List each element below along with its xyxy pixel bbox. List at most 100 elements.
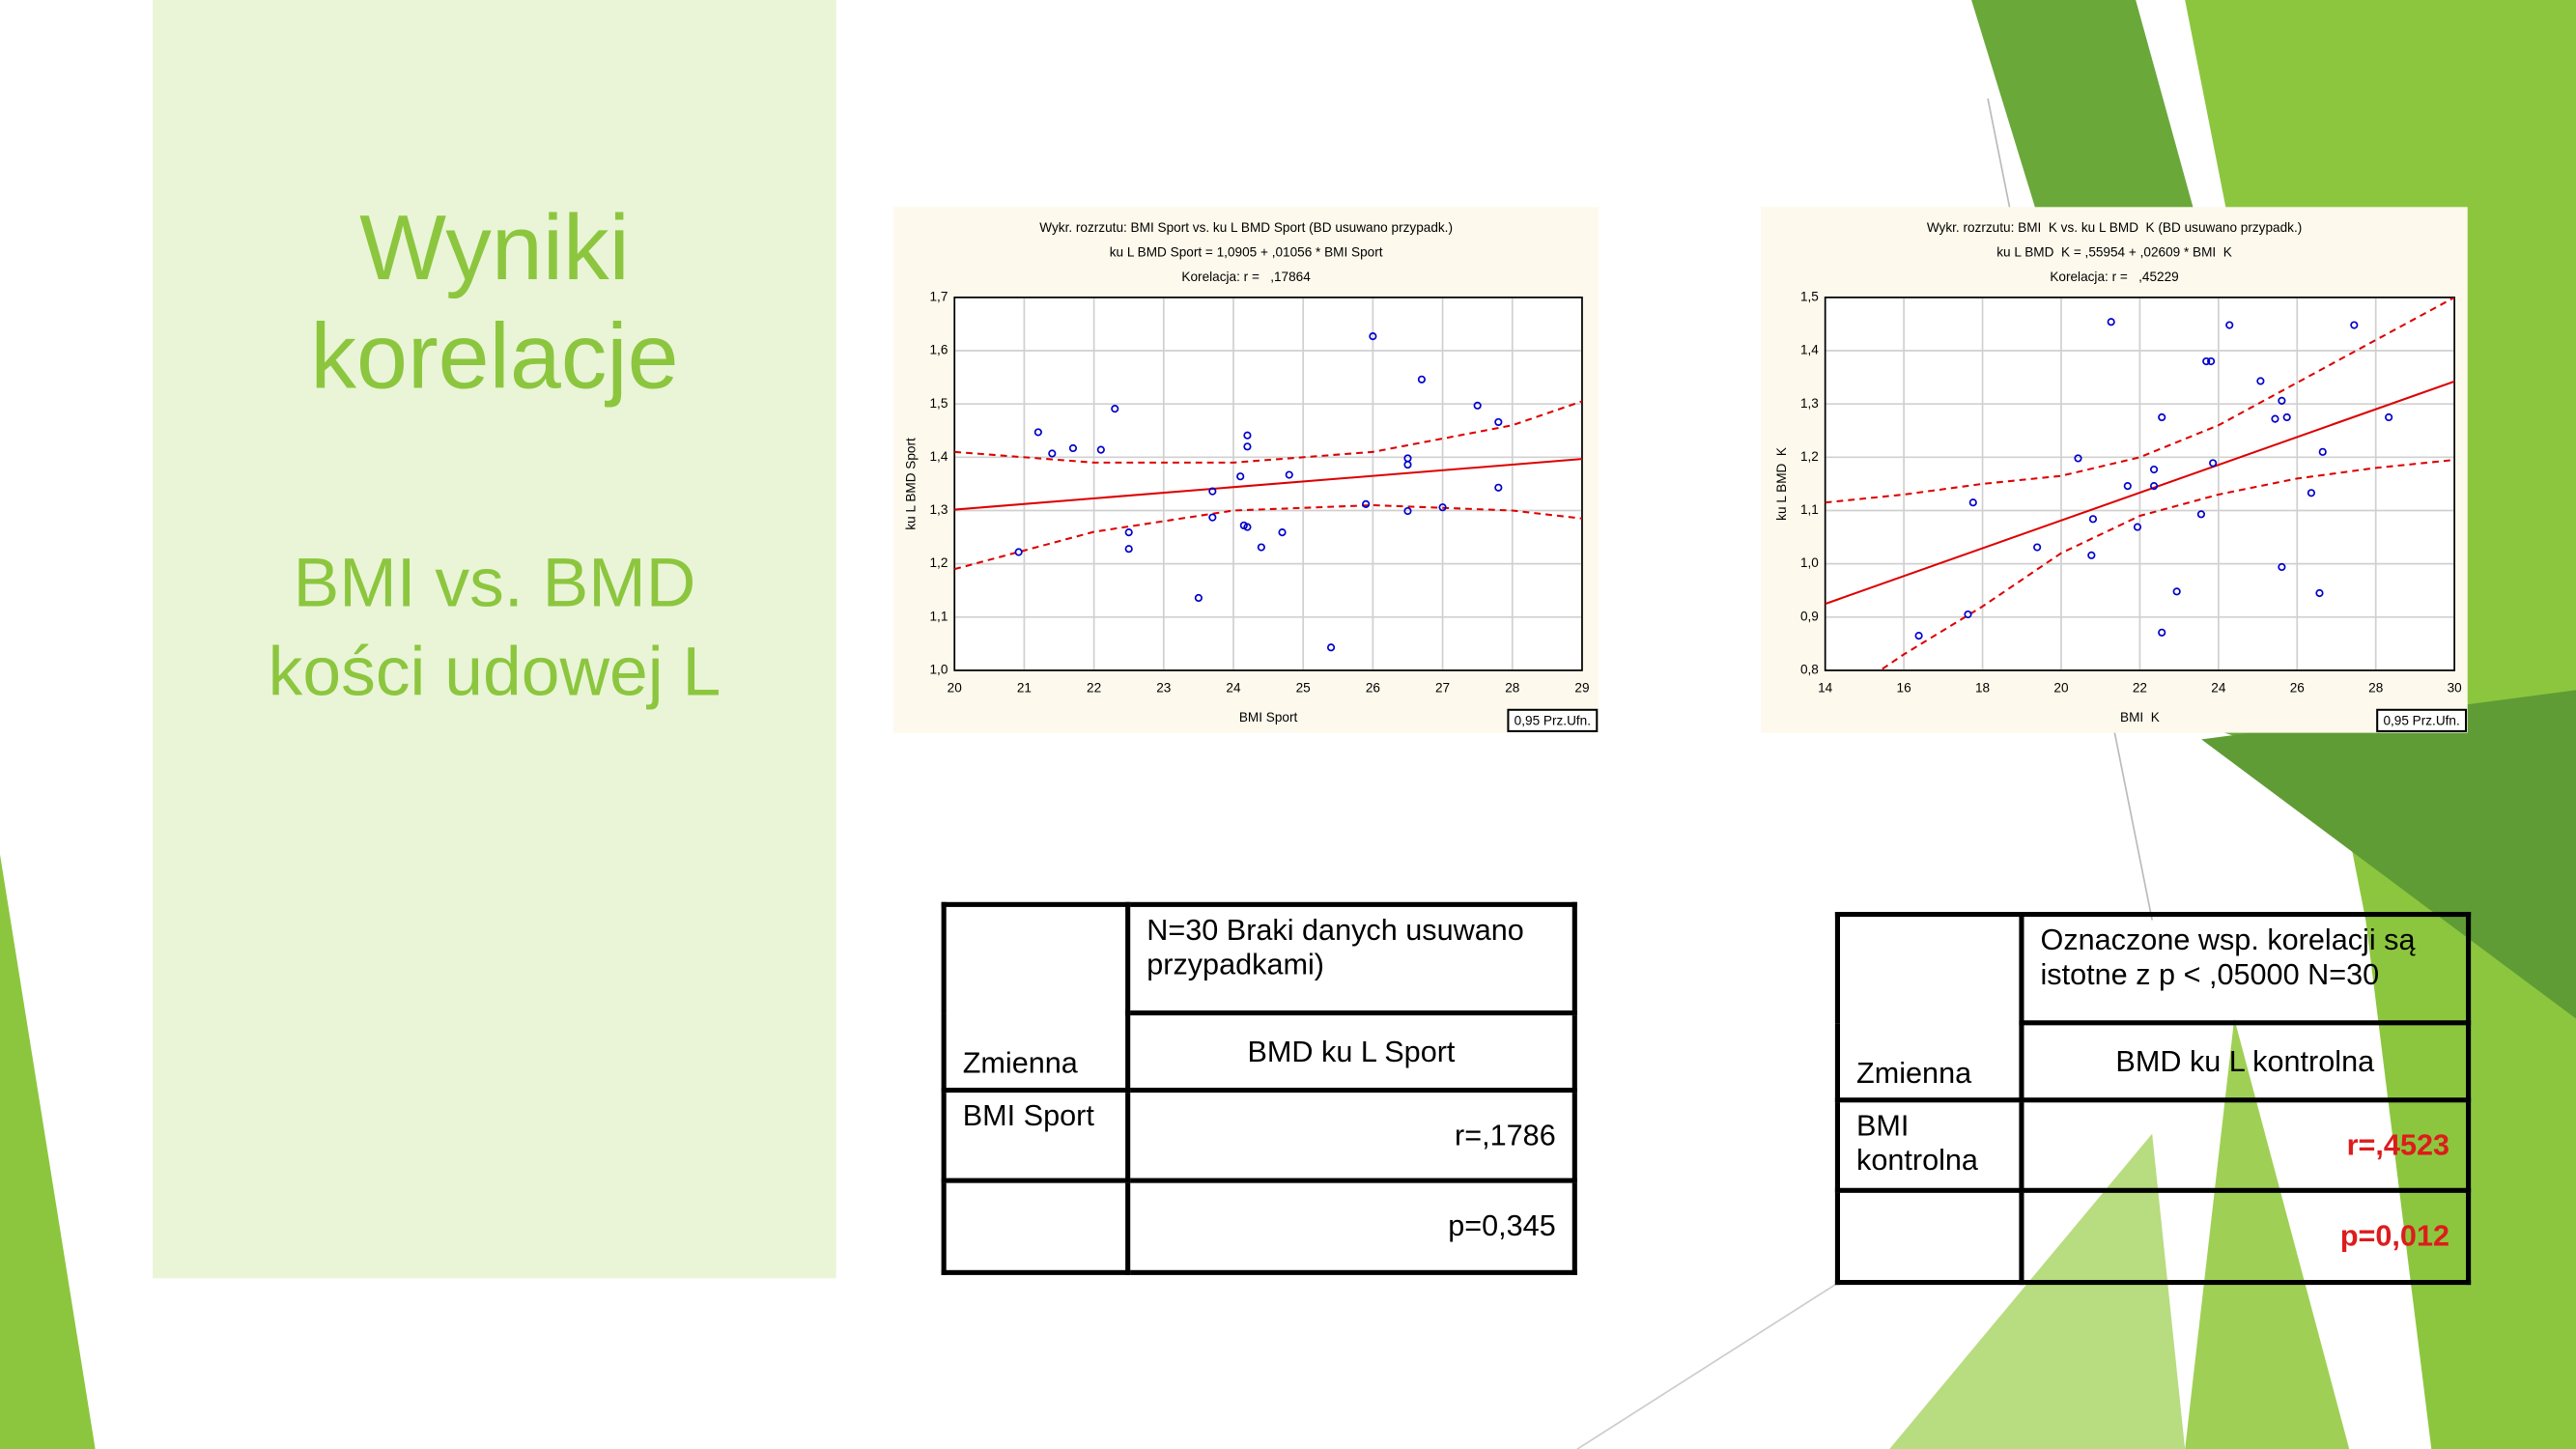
data-point [2107,318,2115,327]
subtitle-line: kości udowej L [268,632,722,710]
data-point [1285,470,1293,479]
y-tick-label: 0,8 [1800,663,1819,677]
data-point [2315,588,2324,598]
data-point [2172,587,2181,596]
data-point [2318,447,2327,456]
data-point [2149,482,2159,491]
data-point [2207,356,2216,366]
x-tick-label: 20 [948,680,963,695]
data-point [2123,482,2132,491]
row-label: BMI kontrolna [1834,1097,2024,1193]
chart-title: Korelacja: r = ,45229 [2050,270,2178,284]
data-point [2149,465,2159,474]
x-tick-label: 16 [1897,680,1911,695]
x-tick-label: 14 [1818,680,1833,695]
x-axis-label: BMI K [2120,710,2160,724]
stats-table: Zmienna Oznaczone wsp. korelacji są istot… [1834,911,2472,1286]
data-point [2196,510,2206,519]
p-cell: p=0,345 [1125,1178,1577,1275]
data-point [2350,321,2359,329]
confidence-band [954,400,1582,464]
data-point [1494,483,1503,492]
x-tick-label: 23 [1156,680,1171,695]
y-tick-label: 1,5 [1800,289,1819,303]
y-tick-label: 1,6 [930,343,948,357]
data-point [2074,454,2082,463]
note-cell: Oznaczone wsp. korelacji są istotne z p … [2019,911,2472,1026]
data-point [1096,445,1105,454]
data-point [1362,499,1371,508]
x-tick-label: 25 [1296,680,1311,695]
data-point [2282,412,2291,422]
row-label: BMI Sport [941,1087,1131,1183]
y-tick-label: 1,2 [1800,449,1819,464]
x-tick-label: 20 [2053,680,2069,695]
data-point [2158,628,2166,637]
x-tick-label: 28 [2368,680,2383,695]
column-header: BMD ku L Sport [1125,1010,1577,1094]
data-point [1068,443,1078,453]
chart-title: Wykr. rozrzutu: BMI K vs. ku L BMD K (BD… [1927,220,2302,235]
y-tick-label: 1,3 [1800,396,1819,411]
data-point [1417,375,1426,384]
slide-title: Wyniki korelacje [153,194,836,412]
data-point [1208,513,1217,522]
note-cell: N=30 Braki danych usuwano przypadkami) [1125,901,1577,1016]
x-tick-label: 24 [2211,680,2226,695]
data-point [2385,412,2393,422]
x-tick-label: 22 [2133,680,2147,695]
legend-label: 0,95 Prz.Ufn. [1514,713,1591,727]
chart-title: Korelacja: r = ,17864 [1181,270,1311,284]
chart-title: Wykr. rozrzutu: BMI Sport vs. ku L BMD S… [1039,220,1453,235]
header-cell: Zmienna [1834,911,2024,1103]
data-point [2202,356,2211,366]
data-point [2088,515,2098,524]
x-tick-label: 22 [1087,680,1101,695]
fit-line [1825,380,2455,606]
x-tick-label: 21 [1017,680,1032,695]
data-point [1494,417,1503,427]
subtitle-line: BMI vs. BMD [293,543,696,621]
data-point [2278,562,2286,572]
x-tick-label: 28 [1505,680,1519,695]
legend-label: 0,95 Prz.Ufn. [2383,713,2459,727]
data-point [1208,487,1217,496]
y-tick-label: 1,5 [930,396,948,411]
y-tick-label: 0,9 [1800,609,1819,623]
data-point [2271,414,2279,423]
scatter-chart: Wykr. rozrzutu: BMI Sport vs. ku L BMD S… [893,207,1599,733]
data-point [1438,503,1447,512]
y-tick-label: 1,1 [1800,502,1819,517]
header-cell: Zmienna [941,901,1131,1094]
title-panel [153,0,836,1279]
data-point [2033,543,2042,552]
plot-frame [953,297,1583,671]
data-point [1236,472,1245,481]
chart-title: ku L BMD Sport = 1,0905 + ,01056 * BMI S… [1110,245,1383,260]
decor [2201,690,2576,1019]
y-axis-label: ku L BMD K [1774,447,1789,521]
y-tick-label: 1,7 [930,289,948,303]
data-point [2307,489,2316,497]
x-tick-label: 30 [2448,680,2463,695]
confidence-band [1825,297,2455,504]
data-point [2087,551,2096,559]
x-tick-label: 26 [2290,680,2305,695]
data-point [1194,593,1203,603]
data-point [2225,321,2234,329]
y-tick-label: 1,2 [930,555,948,570]
confidence-band [1878,459,2455,670]
x-tick-label: 27 [1435,680,1450,695]
x-axis-label: BMI Sport [1239,710,1298,724]
data-point [1243,431,1252,440]
data-point [1473,401,1482,410]
data-point [1014,548,1023,556]
r-cell: r=,1786 [1125,1087,1577,1183]
y-tick-label: 1,4 [1800,343,1819,357]
data-point [2209,459,2218,468]
data-point [2158,412,2166,422]
title-line: korelacje [310,303,679,408]
slide-subtitle: BMI vs. BMD kości udowej L [153,539,836,717]
